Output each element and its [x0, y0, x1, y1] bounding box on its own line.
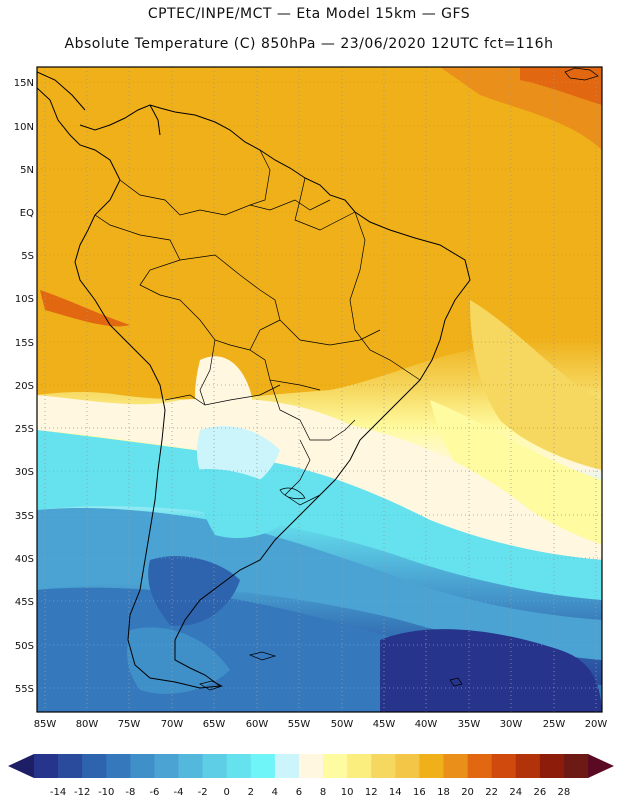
lon-label: 70W — [161, 719, 184, 730]
colorbar-tick-label: 24 — [509, 787, 522, 798]
lat-label: 15N — [14, 78, 34, 89]
colorbar-tick-label: 2 — [248, 787, 254, 798]
chart-subtitle: Absolute Temperature (C) 850hPa — 23/06/… — [64, 36, 554, 52]
colorbar-tick-label: 8 — [320, 787, 326, 798]
colorbar-cell — [250, 754, 276, 778]
lat-label: 50S — [15, 641, 34, 652]
colorbar-cell — [202, 754, 227, 778]
lon-label: 45W — [373, 719, 396, 730]
lat-label: 25S — [15, 424, 34, 435]
colorbar-cell — [106, 754, 131, 778]
colorbar-cell — [34, 754, 59, 778]
colorbar-tick-label: 14 — [389, 787, 402, 798]
lon-label: 60W — [246, 719, 269, 730]
colorbar-tick-label: 20 — [461, 787, 474, 798]
colorbar-cell — [419, 754, 444, 778]
lon-label: 65W — [203, 719, 226, 730]
lat-label: EQ — [20, 208, 34, 219]
lat-label: 15S — [15, 338, 34, 349]
colorbar-tick-label: 10 — [341, 787, 354, 798]
lat-label: 45S — [15, 597, 34, 608]
lon-label: 25W — [543, 719, 566, 730]
lon-label: 55W — [288, 719, 311, 730]
coastlines — [37, 71, 471, 689]
temperature-field — [37, 67, 602, 712]
colorbar-cell — [82, 754, 107, 778]
colorbar-cell — [130, 754, 155, 778]
colorbar-cell — [323, 754, 348, 778]
colorbar-tick-label: 28 — [558, 787, 571, 798]
map-frame — [36, 66, 603, 713]
colorbar-arrow-left — [8, 754, 34, 778]
colorbar-cell — [395, 754, 420, 778]
colorbar-tick-label: 22 — [485, 787, 498, 798]
lat-label: 10S — [15, 294, 34, 305]
lat-label: 55S — [15, 684, 34, 695]
lat-label: 40S — [15, 554, 34, 565]
colorbar-tick-label: 4 — [272, 787, 278, 798]
lon-label: 40W — [415, 719, 438, 730]
lat-label: 35S — [15, 511, 34, 522]
colorbar-cell — [58, 754, 83, 778]
colorbar-tick-label: -10 — [98, 787, 114, 798]
colorbar-cell — [178, 754, 203, 778]
lon-label: 50W — [331, 719, 354, 730]
colorbar-cell — [154, 754, 179, 778]
lon-label: 80W — [76, 719, 99, 730]
lon-label: 20W — [585, 719, 608, 730]
colorbar-tick-label: -6 — [149, 787, 159, 798]
colorbar-tick-label: -14 — [50, 787, 66, 798]
colorbar-cell — [563, 754, 589, 778]
colorbar-tick-label: -2 — [198, 787, 208, 798]
colorbar-cell — [298, 754, 324, 778]
lon-label: 35W — [458, 719, 481, 730]
lon-label: 85W — [34, 719, 57, 730]
colorbar-tick-label: -12 — [74, 787, 90, 798]
colorbar-cell — [371, 754, 396, 778]
colorbar-tick-label: 26 — [533, 787, 546, 798]
colorbar-cell — [226, 754, 252, 778]
colorbar-tick-label: 16 — [413, 787, 426, 798]
colorbar-cell — [491, 754, 517, 778]
longitude-labels: 85W 80W 75W 70W 65W 60W 55W 50W 45W 40W … — [34, 719, 608, 730]
lon-label: 75W — [118, 719, 141, 730]
colorbar-cell — [539, 754, 565, 778]
country-borders — [94, 149, 421, 506]
lat-label: 20S — [15, 381, 34, 392]
colorbar-cell — [467, 754, 492, 778]
lon-label: 30W — [500, 719, 523, 730]
latitude-labels: 15N 10N 5N EQ 5S 10S 15S 20S 25S 30S 35S… — [14, 78, 34, 695]
colorbar-tick-label: 0 — [224, 787, 230, 798]
islands — [199, 67, 599, 691]
colorbar-tick-label: 18 — [437, 787, 450, 798]
colorbar-arrow-right — [588, 754, 614, 778]
chart-title: CPTEC/INPE/MCT — Eta Model 15km — GFS — [147, 6, 471, 22]
colorbar-tick-label: 12 — [365, 787, 378, 798]
colorbar-cell — [443, 754, 468, 778]
lat-label: 5N — [20, 165, 34, 176]
colorbar-cell — [515, 754, 541, 778]
colorbar-tick-label: -4 — [174, 787, 184, 798]
colorbar-tick-label: -8 — [125, 787, 135, 798]
lat-label: 30S — [15, 467, 34, 478]
colorbar: -14 -12 -10 -8 -6 -4 -2 0 2 4 6 8 10 12 14 16 18 20 22 24 26… — [8, 754, 614, 798]
lat-label: 5S — [21, 251, 34, 262]
colorbar-cell — [274, 754, 300, 778]
colorbar-cell — [347, 754, 372, 778]
lat-label: 10N — [14, 122, 34, 133]
colorbar-tick-label: 6 — [296, 787, 302, 798]
